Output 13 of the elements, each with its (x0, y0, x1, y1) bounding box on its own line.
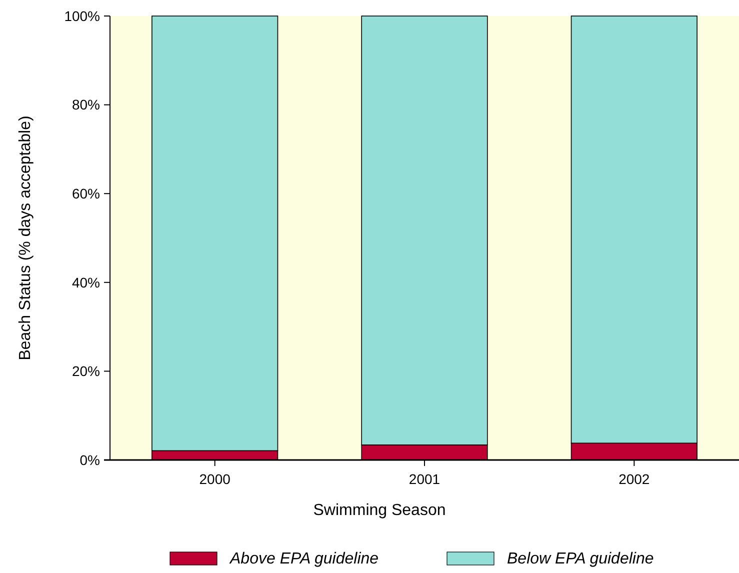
y-tick-label: 20% (72, 363, 100, 380)
legend-label: Below EPA guideline (507, 550, 654, 568)
y-tick-label: 40% (72, 274, 100, 290)
y-tick-label: 0% (80, 452, 100, 468)
x-tick-label: 2000 (199, 471, 231, 487)
y-tick-label: 60% (72, 186, 100, 202)
y-tick-label: 80% (72, 96, 100, 113)
legend-label: Above EPA guideline (229, 550, 379, 568)
x-tick-label: 2002 (618, 471, 650, 487)
x-tick-label: 2001 (408, 471, 440, 487)
y-tick-label: 100% (64, 8, 100, 24)
y-axis-title: Beach Status (% days acceptable) (17, 116, 34, 360)
x-axis-title: Swimming Season (313, 502, 446, 519)
